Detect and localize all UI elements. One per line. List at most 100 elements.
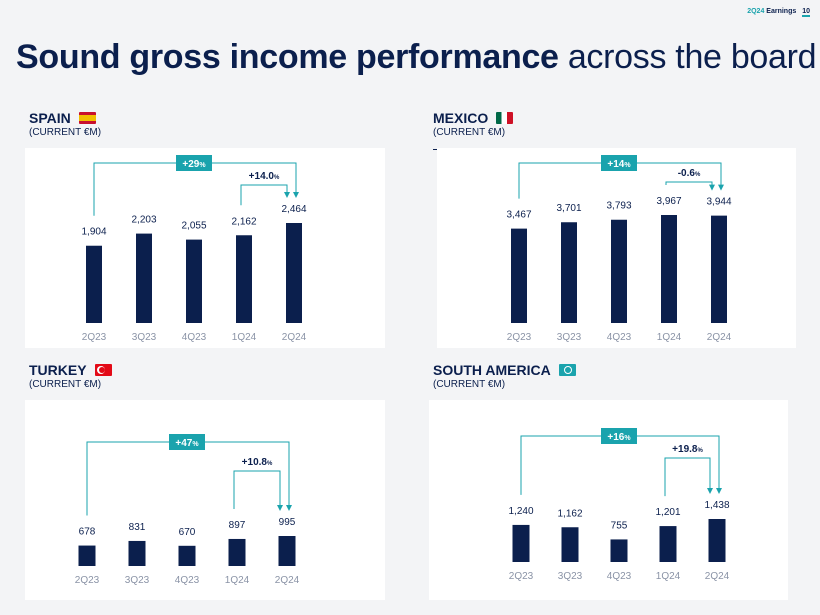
data-label-2Q23: 3,467: [506, 210, 531, 221]
x-tick-3Q23: 3Q23: [558, 571, 583, 582]
yoy-unit: %: [192, 441, 199, 448]
qoq-arrow-head: [709, 184, 715, 191]
x-tick-2Q23: 2Q23: [507, 332, 532, 343]
x-tick-2Q24: 2Q24: [282, 332, 307, 343]
qoq-value: -0.6: [678, 168, 696, 179]
data-label-4Q23: 670: [179, 527, 196, 538]
qoq-label: -0.6%: [678, 168, 701, 179]
qoq-unit: %: [267, 461, 273, 467]
yoy-label: +47%: [175, 438, 199, 449]
yoy-badge: [176, 155, 212, 171]
bar-1Q24: [661, 215, 677, 323]
bar-1Q24: [659, 526, 677, 562]
bar-2Q24: [286, 223, 302, 323]
qoq-bracket: [664, 457, 711, 497]
x-tick-2Q24: 2Q24: [707, 332, 732, 343]
x-tick-2Q23: 2Q23: [75, 575, 100, 586]
qoq-arrow-head: [707, 488, 713, 494]
qoq-value: +14.0: [249, 171, 275, 182]
chart-mexico: 3,467 2Q23 3,701 3Q23 3,793 4Q23 3,967 1Q24 3,94…: [506, 155, 732, 343]
yoy-value: +14: [607, 159, 624, 170]
data-label-3Q23: 831: [129, 522, 146, 533]
qoq-bracket: [240, 184, 288, 206]
x-tick-4Q23: 4Q23: [607, 571, 632, 582]
panel-south-america: SOUTH AMERICA (CURRENT €M): [433, 362, 788, 402]
panel-subtitle: (CURRENT €M): [29, 127, 102, 138]
panel-turkey: TURKEY (CURRENT €M): [29, 362, 385, 402]
bar-1Q24: [236, 235, 252, 323]
yoy-bracket: [86, 441, 290, 516]
earnings-period: 2Q24: [747, 8, 765, 15]
bar-4Q23: [186, 239, 202, 323]
x-tick-2Q23: 2Q23: [509, 571, 534, 582]
yoy-label: +29%: [182, 159, 206, 170]
bar-1Q24: [228, 538, 246, 566]
qoq-arrow-head: [277, 505, 283, 511]
qoq-unit: %: [697, 448, 703, 454]
yoy-value: +47: [175, 438, 192, 449]
data-label-2Q24: 3,944: [706, 197, 731, 208]
qoq-unit: %: [274, 175, 280, 181]
yoy-arrow-head: [286, 505, 292, 511]
x-tick-4Q23: 4Q23: [175, 575, 200, 586]
panel-mexico: MEXICO (CURRENT €M): [433, 110, 796, 150]
panel-title: MEXICO: [433, 110, 489, 126]
x-tick-1Q24: 1Q24: [657, 332, 682, 343]
chart-card-mexico: 3,467 2Q23 3,701 3Q23 3,793 4Q23 3,967 1Q24 3,94…: [437, 148, 796, 348]
bar-3Q23: [128, 540, 146, 566]
x-tick-1Q24: 1Q24: [232, 332, 257, 343]
chart-turkey: 6782Q238313Q236704Q238971Q249952Q24+47%+…: [75, 434, 300, 586]
data-label-1Q24: 1,201: [655, 507, 680, 518]
data-label-1Q24: 3,967: [656, 196, 681, 207]
qoq-bracket: [233, 470, 281, 509]
x-tick-1Q24: 1Q24: [225, 575, 250, 586]
bar-3Q23: [561, 222, 577, 323]
page-title: Sound gross income performance across th…: [16, 38, 817, 77]
bar-4Q23: [178, 545, 196, 566]
page-number: 10: [802, 8, 810, 17]
data-label-1Q24: 2,162: [231, 216, 256, 227]
data-label-4Q23: 3,793: [606, 201, 631, 212]
earnings-label: Earnings: [766, 8, 797, 15]
bar-2Q24: [711, 215, 727, 323]
data-label-3Q23: 2,203: [131, 215, 156, 226]
yoy-label: +14%: [607, 159, 631, 170]
panel-subtitle: (CURRENT €M): [433, 127, 506, 138]
x-tick-4Q23: 4Q23: [607, 332, 632, 343]
page-header: 2Q24 Earnings 10: [747, 8, 810, 17]
chart-spain: 1,904 2Q23 2,203 3Q23 2,055 4Q23 2,162 1Q24 2,46…: [81, 155, 307, 343]
x-tick-2Q24: 2Q24: [705, 571, 730, 582]
yoy-arrow-head: [293, 192, 299, 198]
yoy-unit: %: [624, 435, 631, 442]
yoy-badge: [601, 155, 637, 171]
data-label-2Q23: 1,904: [81, 227, 106, 238]
chart-card-turkey: 678 2Q23 831 3Q23 670 4Q23 897 1Q24 995 2Q24 +47% +…: [25, 400, 385, 600]
panel-subtitle: (CURRENT €M): [433, 379, 506, 390]
qoq-value: +19.8: [672, 444, 698, 455]
data-label-1Q24: 897: [229, 520, 246, 531]
south-america-icon: [558, 364, 576, 376]
chart-card-spain: 1,904 2Q23 2,203 3Q23 2,055 4Q23 2,162 1Q24 2,46…: [25, 148, 385, 348]
data-label-3Q23: 3,701: [556, 203, 581, 214]
spain-flag-icon: [78, 112, 96, 124]
data-label-2Q24: 1,438: [704, 500, 729, 511]
yoy-unit: %: [199, 162, 206, 169]
chart-card-south-america: 1,240 2Q23 1,162 3Q23 755 4Q23 1,201 1Q24 1,438 2…: [429, 400, 788, 600]
panel-title: SOUTH AMERICA: [433, 362, 551, 378]
qoq-value: +10.8: [242, 457, 268, 468]
bar-3Q23: [136, 233, 152, 323]
x-tick-3Q23: 3Q23: [557, 332, 582, 343]
data-label-4Q23: 755: [611, 520, 628, 531]
title-rest: across the board: [558, 38, 817, 76]
x-tick-3Q23: 3Q23: [132, 332, 157, 343]
bar-2Q23: [511, 228, 527, 323]
qoq-label: +10.8%: [242, 457, 273, 468]
x-tick-1Q24: 1Q24: [656, 571, 681, 582]
title-bold: Sound gross income performance: [16, 38, 559, 76]
qoq-arrow-head: [284, 192, 290, 198]
panel-spain: SPAIN (CURRENT €M): [29, 110, 385, 150]
yoy-badge: [169, 434, 205, 450]
yoy-badge: [601, 428, 637, 444]
qoq-label: +14.0%: [249, 171, 280, 182]
bar-3Q23: [561, 527, 579, 562]
